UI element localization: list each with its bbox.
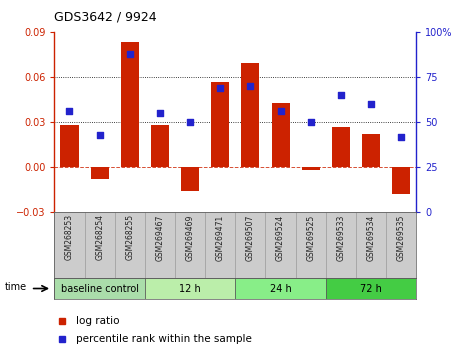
Point: [66, 108, 73, 114]
Bar: [181, 167, 199, 191]
Bar: [326, 212, 356, 278]
Text: 24 h: 24 h: [270, 284, 291, 293]
Text: time: time: [5, 282, 27, 292]
Text: GSM268255: GSM268255: [125, 215, 134, 261]
Bar: [145, 278, 235, 299]
Bar: [356, 212, 386, 278]
Bar: [265, 212, 296, 278]
Text: GSM269524: GSM269524: [276, 215, 285, 261]
Bar: [332, 127, 350, 167]
Bar: [61, 125, 79, 167]
Bar: [205, 212, 235, 278]
Text: GSM269471: GSM269471: [216, 215, 225, 261]
Bar: [362, 134, 380, 167]
Bar: [235, 212, 265, 278]
Text: GSM269525: GSM269525: [306, 215, 315, 261]
Bar: [272, 103, 289, 167]
Bar: [54, 278, 145, 299]
Text: 72 h: 72 h: [360, 284, 382, 293]
Bar: [145, 212, 175, 278]
Point: [96, 132, 104, 138]
Point: [246, 83, 254, 89]
Bar: [85, 212, 114, 278]
Point: [156, 110, 164, 116]
Bar: [175, 212, 205, 278]
Point: [367, 101, 375, 107]
Text: GSM269469: GSM269469: [185, 215, 194, 261]
Bar: [235, 278, 326, 299]
Text: GSM268253: GSM268253: [65, 215, 74, 261]
Bar: [386, 212, 416, 278]
Text: 12 h: 12 h: [179, 284, 201, 293]
Bar: [151, 125, 169, 167]
Point: [397, 134, 405, 139]
Point: [126, 51, 133, 56]
Bar: [91, 167, 109, 179]
Bar: [54, 212, 85, 278]
Text: GSM269507: GSM269507: [246, 215, 255, 261]
Bar: [296, 212, 326, 278]
Bar: [241, 63, 259, 167]
Point: [217, 85, 224, 91]
Text: GDS3642 / 9924: GDS3642 / 9924: [54, 10, 157, 23]
Point: [277, 108, 284, 114]
Text: log ratio: log ratio: [76, 316, 120, 326]
Text: GSM269535: GSM269535: [397, 215, 406, 261]
Bar: [392, 167, 410, 194]
Bar: [302, 167, 320, 170]
Bar: [121, 42, 139, 167]
Point: [186, 119, 194, 125]
Bar: [114, 212, 145, 278]
Text: GSM269467: GSM269467: [156, 215, 165, 261]
Point: [337, 92, 345, 98]
Text: percentile rank within the sample: percentile rank within the sample: [76, 333, 252, 344]
Text: GSM269534: GSM269534: [367, 215, 376, 261]
Bar: [211, 81, 229, 167]
Bar: [326, 278, 416, 299]
Point: [307, 119, 315, 125]
Text: GSM269533: GSM269533: [336, 215, 345, 261]
Text: GSM268254: GSM268254: [95, 215, 104, 261]
Text: baseline control: baseline control: [61, 284, 139, 293]
